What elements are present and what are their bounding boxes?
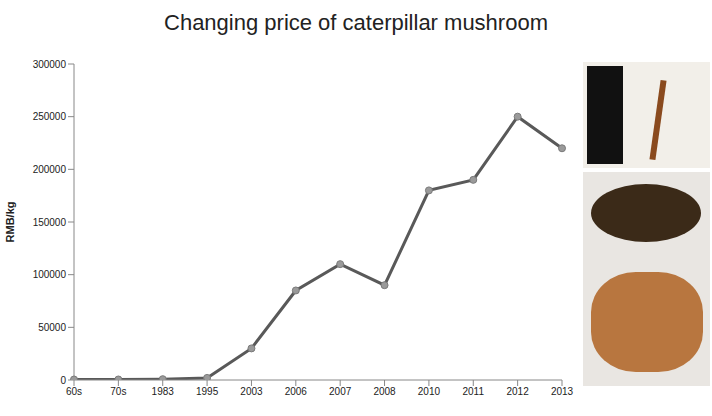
- svg-text:2010: 2010: [418, 386, 441, 397]
- svg-text:2012: 2012: [507, 386, 530, 397]
- svg-text:200000: 200000: [33, 164, 67, 175]
- svg-text:2006: 2006: [285, 386, 308, 397]
- svg-text:1983: 1983: [152, 386, 175, 397]
- html-text:Changing price of caterpillar: Changing price of caterpillar mushroom: [164, 10, 548, 35]
- svg-text:2003: 2003: [240, 386, 263, 397]
- svg-text:RMB/kg: RMB/kg: [4, 202, 16, 243]
- svg-text:1995: 1995: [196, 386, 219, 397]
- svg-text:50000: 50000: [38, 322, 66, 333]
- svg-text:150000: 150000: [33, 217, 67, 228]
- svg-text:2011: 2011: [463, 386, 485, 397]
- svg-text:2007: 2007: [329, 386, 352, 397]
- svg-text:250000: 250000: [33, 111, 67, 122]
- svg-text:60s: 60s: [66, 386, 82, 397]
- svg-text:2008: 2008: [373, 386, 396, 397]
- svg-text:100000: 100000: [33, 269, 67, 280]
- svg-text:300000: 300000: [33, 59, 67, 70]
- svg-text:70s: 70s: [110, 386, 126, 397]
- svg-text:2013: 2013: [551, 386, 574, 397]
- svg-text:0: 0: [60, 375, 66, 386]
